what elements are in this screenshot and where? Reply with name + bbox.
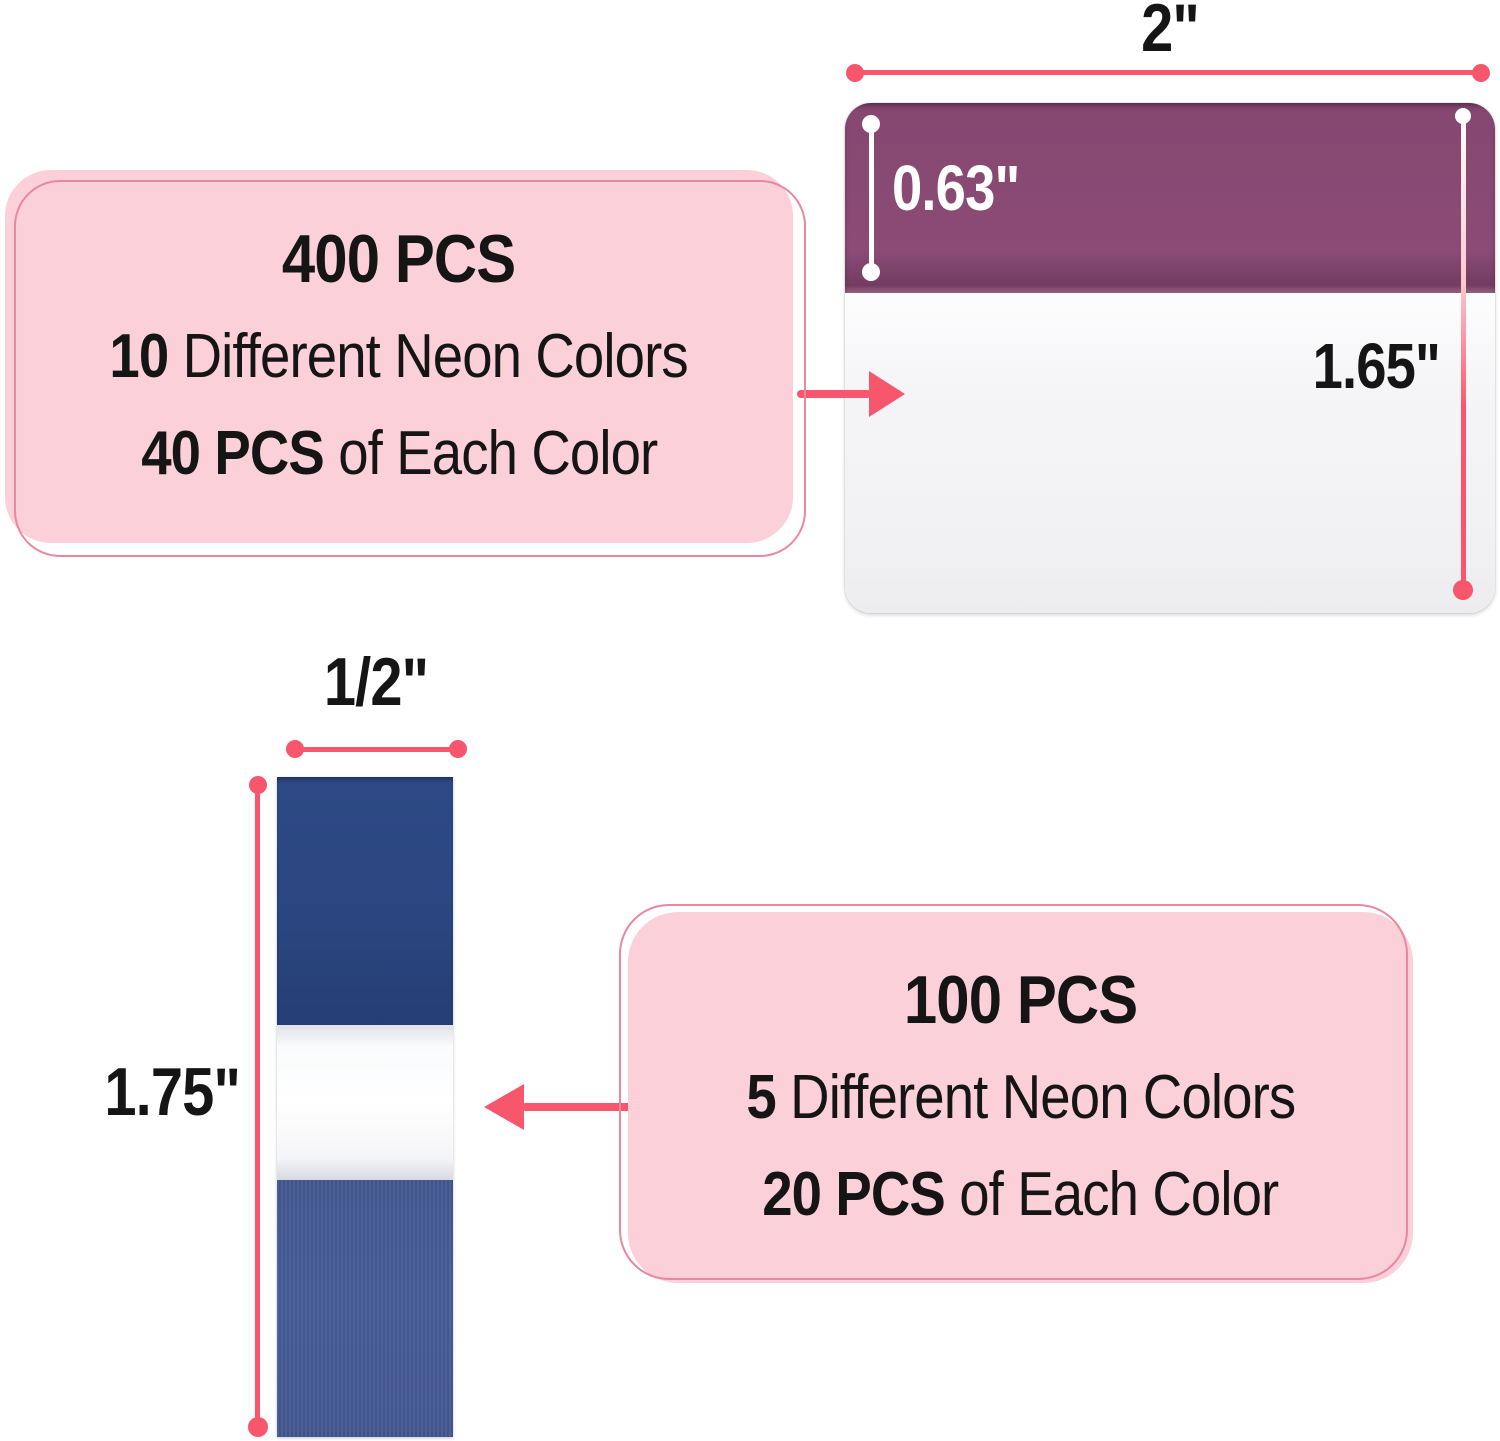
callout-400-line3: 40 PCS of Each Color [140, 419, 658, 488]
callout-400-line1: 400 PCS [282, 221, 516, 297]
card-height-label: 1.65" [1312, 330, 1441, 402]
band-height-label: 0.63" [892, 152, 1020, 224]
index-tab [277, 777, 453, 1437]
measure-dot [1472, 64, 1490, 82]
callout-box-100: 100 PCS 5 Different Neon Colors 20 PCS o… [628, 912, 1413, 1283]
tab-height-measure-line [255, 785, 260, 1427]
callout-box-400: 400 PCS 10 Different Neon Colors 40 PCS … [5, 170, 793, 543]
arrow-left-icon [484, 1084, 524, 1130]
card-white-body [845, 293, 1495, 613]
arrow-right-icon [869, 371, 905, 417]
arrow-left-tail [522, 1103, 634, 1111]
measure-dot [449, 740, 467, 758]
card-width-label: 2" [1141, 0, 1200, 66]
callout-100-line2: 5 Different Neon Colors [746, 1063, 1296, 1132]
measure-dot [1455, 108, 1471, 124]
callout-100-line3: 20 PCS of Each Color [762, 1160, 1279, 1229]
measure-dot [846, 64, 864, 82]
card-width-measure-line [855, 70, 1481, 75]
band-height-measure-line [869, 124, 874, 272]
card-height-measure-line [1461, 114, 1466, 590]
measure-dot [862, 115, 880, 133]
callout-400-line2: 10 Different Neon Colors [109, 322, 689, 391]
sticky-note-card [845, 103, 1495, 613]
measure-dot [286, 740, 304, 758]
measure-dot [249, 776, 267, 794]
tab-blue-section [277, 1180, 453, 1437]
measure-dot [862, 263, 880, 281]
callout-100-line1: 100 PCS [903, 962, 1138, 1038]
tab-width-label: 1/2" [323, 644, 429, 720]
measure-dot [1453, 580, 1473, 600]
measure-dot [248, 1417, 268, 1437]
tab-width-measure-line [295, 747, 458, 752]
card-purple-band [845, 103, 1495, 293]
arrow-right-tail [797, 390, 871, 398]
tab-white-section [277, 1025, 453, 1180]
tab-height-label: 1.75" [104, 1054, 241, 1130]
tab-navy-section [277, 777, 453, 1025]
